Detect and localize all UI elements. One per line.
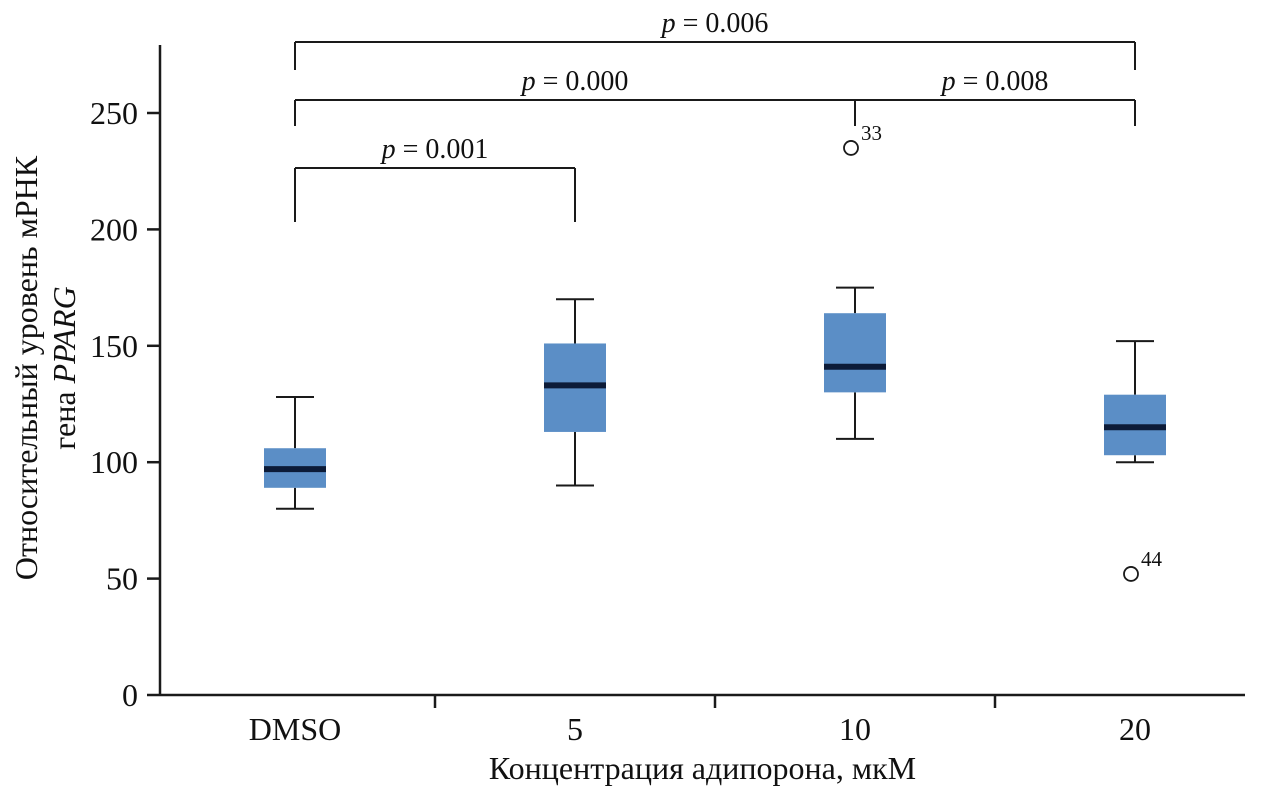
y-axis-title: Относительный уровень мРНК гена PPARG (7, 58, 83, 678)
y-tick-label: 200 (90, 211, 138, 247)
gene-name-italic: PPARG (46, 286, 82, 384)
outlier-point (843, 140, 859, 156)
p-value-label: p = 0.001 (380, 134, 489, 165)
outlier-label: 44 (1141, 547, 1163, 571)
box-10 (824, 313, 886, 393)
y-tick-label: 0 (122, 677, 138, 713)
p-value-label: p = 0.006 (660, 8, 769, 39)
x-category-label: 10 (839, 711, 871, 747)
p-value-label: p = 0.008 (940, 66, 1049, 97)
y-axis-title-line2: гена PPARG (45, 58, 83, 678)
x-category-label: 5 (567, 711, 583, 747)
y-axis-title-gene-prefix: гена (46, 383, 82, 450)
y-tick-label: 50 (106, 561, 138, 597)
y-tick-label: 150 (90, 328, 138, 364)
outlier-point (1123, 566, 1139, 582)
x-category-label: 20 (1119, 711, 1151, 747)
y-tick-label: 250 (90, 95, 138, 131)
y-tick-label: 100 (90, 444, 138, 480)
p-value-label: p = 0.000 (520, 66, 629, 97)
x-category-label: DMSO (249, 711, 341, 747)
y-axis-title-line1: Относительный уровень мРНК (8, 155, 44, 581)
outlier-label: 33 (861, 121, 882, 145)
x-axis-title: Концентрация адипорона, мкМ (488, 750, 917, 786)
